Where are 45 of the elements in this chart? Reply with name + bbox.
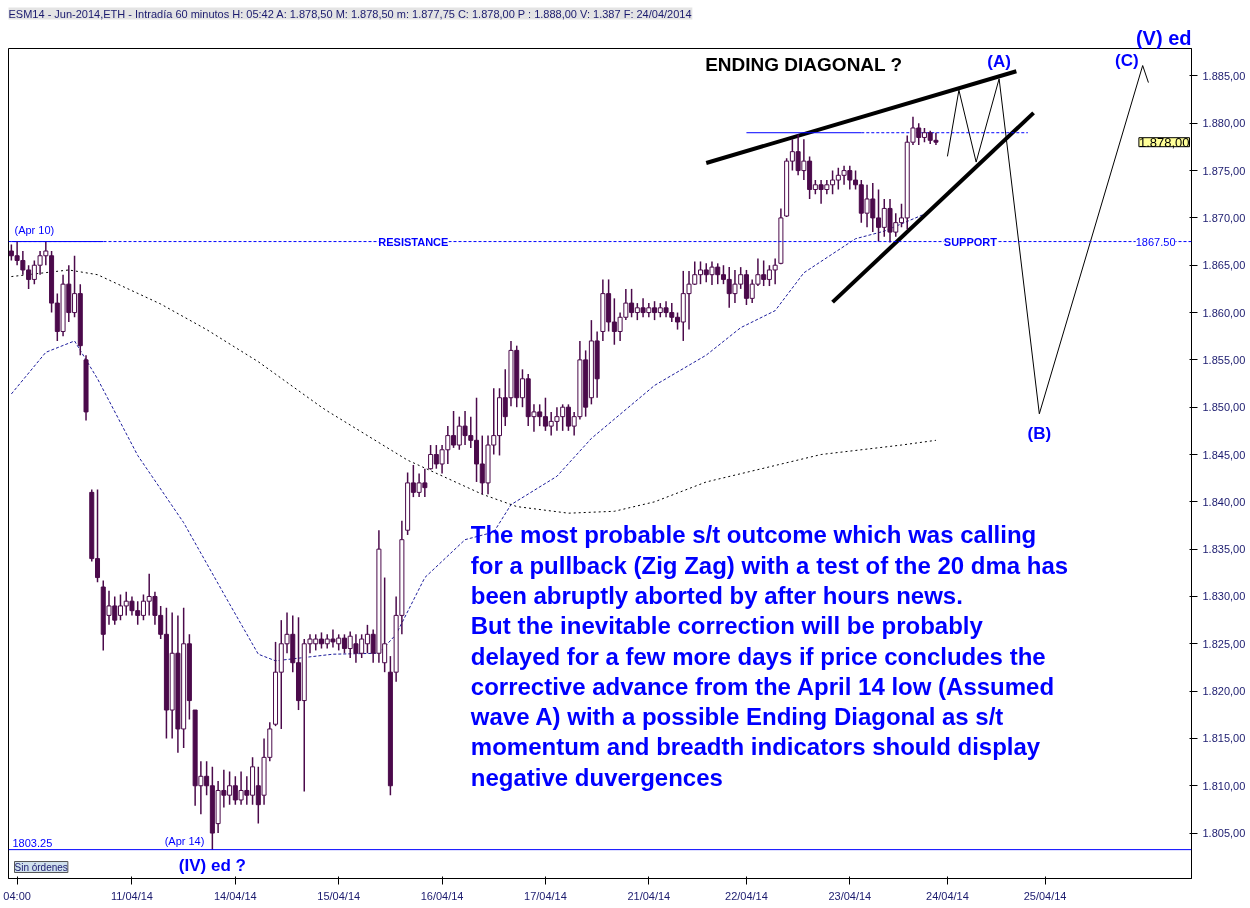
y-tick-label: 1.810,00	[1202, 779, 1246, 792]
x-tick-label: 25/04/14	[1023, 889, 1067, 902]
y-tick-label: 1.885,00	[1202, 69, 1246, 82]
annotation: 1.878,00	[1138, 134, 1190, 150]
annotation: (A)	[987, 51, 1011, 71]
y-tick-label: 1.805,00	[1202, 827, 1246, 840]
x-tick-label: 11/04/14	[110, 889, 153, 902]
line-series	[10, 269, 937, 514]
y-tick-label: 1.880,00	[1202, 117, 1246, 130]
y-tick-label: 1.870,00	[1202, 211, 1246, 224]
text: The most probable s/t outcome which was calling for a pullback (Zig Zag) with a test of the 20 dma has been abruptly aborted by after hours news. But the inevitable correction will be probably delayed for a few more days if price concludes the corrective advance from the April 14 low (Assumed wave A) with a possible Ending Diagonal as s/t momentum and breadth indicators should display negative duvergences	[470, 521, 1069, 791]
chart-title: ESM14 - Jun-2014,ETH - Intradía 60 minutos H: 05:42 A: 1.878,50 M: 1.878,50 m: 1.877,75 C: 1.878,00 P : 1.888,00 V: 1.387 F: 24/04/2014	[8, 7, 692, 20]
y-tick-label: 1.850,00	[1202, 401, 1246, 414]
x-tick-label: 17/04/14	[524, 889, 567, 902]
annotation: RESISTANCE	[378, 235, 449, 248]
annotation: (IV) ed ?	[178, 855, 246, 875]
annotation: (V) ed	[1135, 26, 1192, 49]
y-tick-label: 1.855,00	[1202, 353, 1246, 366]
x-tick-label: 23/04/14	[828, 889, 872, 902]
annotation: ENDING DIAGONAL ?	[705, 54, 903, 76]
annotation: (Apr 14)	[164, 834, 205, 847]
x-tick-label: 16/04/14	[420, 889, 464, 902]
annotation: (B)	[1027, 423, 1052, 443]
x-tick-label: 24/04/14	[926, 889, 969, 902]
y-tick-label: 1.845,00	[1202, 448, 1246, 461]
y-tick-label: 1.865,00	[1202, 259, 1246, 272]
annotation: Sin órdenes	[14, 861, 68, 873]
annotation: SUPPORT	[943, 235, 998, 248]
x-tick-label: 14/04/14	[213, 889, 257, 902]
x-tick-label: 15/04/14	[317, 889, 361, 902]
ref-line-label: 1803.25	[12, 836, 53, 849]
y-tick-label: 1.825,00	[1202, 637, 1246, 650]
x-tick-label: 04:00	[3, 889, 31, 902]
y-tick-label: 1.815,00	[1202, 732, 1246, 745]
y-tick-label: 1.830,00	[1202, 590, 1246, 603]
y-tick-label: 1.820,00	[1202, 685, 1246, 698]
y-tick-label: 1.840,00	[1202, 495, 1246, 508]
annotation: (Apr 10)	[14, 223, 55, 236]
x-tick-label: 21/04/14	[627, 889, 671, 902]
y-tick-label: 1.875,00	[1202, 164, 1246, 177]
y-tick-label: 1.860,00	[1202, 306, 1246, 319]
x-tick-label: 22/04/14	[725, 889, 768, 902]
ref-line-label: 1867.50	[1135, 235, 1176, 248]
y-tick-label: 1.835,00	[1202, 543, 1246, 556]
annotation: (C)	[1115, 50, 1139, 70]
